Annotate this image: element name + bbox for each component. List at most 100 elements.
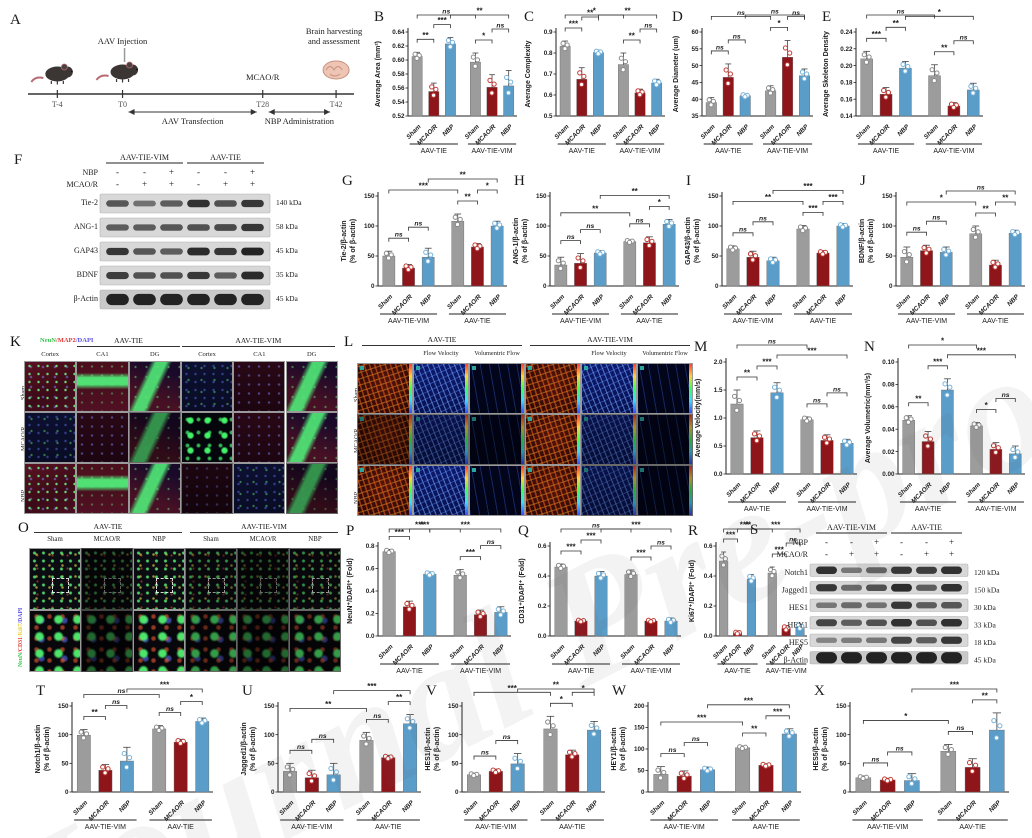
svg-text:150: 150 (634, 725, 645, 732)
svg-text:0.06: 0.06 (882, 404, 895, 411)
x-tick-label: Sham (147, 799, 164, 816)
significance-label: * (778, 19, 782, 28)
micrograph-cell (234, 362, 285, 411)
significance-label: ** (624, 7, 631, 16)
significance-label: ns (960, 34, 968, 41)
bar (758, 765, 774, 793)
bar (173, 741, 188, 793)
svg-text:+: + (169, 167, 174, 177)
condition-label: NBP (792, 538, 808, 547)
bar (623, 241, 637, 287)
blot-group-label: AAV-TIE-VIM (190, 522, 338, 533)
significance-label: ** (941, 43, 948, 52)
svg-text:-: - (197, 167, 200, 177)
panel-n-chart-average-volumetric: N 0.00 0.02 0.04 0.06 0.08 0.10 Average Volumet… (862, 336, 1030, 518)
significance-label: ns (897, 9, 905, 16)
significance-label: ** (396, 693, 403, 702)
svg-text:0: 0 (65, 789, 69, 796)
x-tick-label: NBP (325, 799, 340, 814)
svg-text:0.6: 0.6 (704, 543, 713, 550)
column-label: DG (306, 351, 317, 358)
panel-letter: W (612, 683, 627, 699)
column-label: NBP (152, 536, 166, 543)
kda-label: 58 kDa (276, 222, 299, 231)
micrograph-cell (25, 362, 76, 411)
panel-letter: C (524, 9, 534, 25)
bar (836, 225, 850, 287)
significance-label: ns (118, 688, 126, 695)
svg-text:+: + (924, 549, 929, 559)
significance-label: *** (466, 548, 476, 557)
significance-label: ns (414, 221, 422, 228)
svg-text:+: + (949, 537, 954, 547)
panel-e-chart-skeleton-density: E 0.14 0.16 0.18 0.20 0.22 0.24 Average Skeleto… (820, 6, 988, 160)
svg-text:0.7: 0.7 (544, 71, 553, 78)
x-tick-label: NBP (589, 123, 604, 138)
column-label: Flow Velocity (423, 350, 459, 357)
x-tick-label: Sham (791, 293, 808, 310)
significance-label: *** (773, 707, 783, 716)
significance-label: ** (745, 521, 752, 530)
group-label: AAV-TIE (753, 824, 780, 831)
svg-text:0.2: 0.2 (366, 611, 375, 618)
x-tick-label: MCAO/R (909, 293, 933, 317)
significance-label: ** (629, 32, 636, 41)
svg-text:100: 100 (882, 223, 893, 230)
bar (730, 403, 744, 475)
svg-text:150: 150 (58, 703, 69, 710)
blot-group-label: AAV-TIE (34, 522, 182, 533)
significance-label: * (940, 194, 944, 203)
flow-image-cell (358, 415, 412, 464)
panel-letter: U (242, 683, 253, 699)
svg-text:+: + (142, 179, 147, 189)
protein-label: HES1 (789, 603, 808, 612)
bar (860, 58, 873, 117)
x-tick-label: MCAO/R (88, 799, 112, 823)
significance-label: ns (932, 215, 940, 222)
svg-text:+: + (874, 537, 879, 547)
svg-text:0.58: 0.58 (392, 71, 405, 78)
if-image-cell (82, 611, 132, 671)
bar (816, 252, 830, 287)
column-label: NBP (308, 536, 322, 543)
micrograph-cell (129, 464, 180, 513)
significance-label: ** (91, 708, 98, 717)
group-label: AAV-TIE-VIM (475, 824, 516, 831)
micrograph-cell (129, 362, 180, 411)
protein-label: GAP43 (74, 246, 98, 255)
svg-text:0.08: 0.08 (882, 382, 895, 389)
significance-label: ns (319, 733, 327, 740)
blot-group-label: AAV-TIE (362, 335, 522, 346)
if-image-cell (290, 549, 340, 609)
y-axis-label: (% of β-actin) (620, 727, 627, 771)
svg-text:60: 60 (691, 29, 699, 36)
significance-label: *** (160, 681, 170, 690)
bar (920, 250, 933, 287)
svg-text:-: - (825, 549, 828, 559)
significance-label: ns (496, 23, 504, 30)
x-tick-label: NBP (834, 293, 849, 308)
group-label: AAV-TIE-VIM (906, 318, 947, 325)
panel-letter: H (514, 173, 525, 189)
x-tick-label: MCAO/R (392, 643, 416, 667)
svg-text:-: - (116, 167, 119, 177)
if-image-cell (30, 549, 80, 609)
protein-label: ANG-1 (74, 222, 98, 231)
significance-label: ns (739, 226, 747, 233)
significance-label: *** (631, 521, 641, 530)
kda-label: 45 kDa (276, 246, 299, 255)
flow-image-cell (414, 466, 468, 515)
timeline-span-label: NBP Administration (265, 116, 335, 126)
blot-group-label: AAV-TIE-VIM (827, 523, 876, 532)
group-label: AAV-TIE (559, 824, 586, 831)
svg-text:0: 0 (641, 789, 645, 796)
y-axis-label: NeuN⁺/DAPI⁺ (Fold) (347, 558, 354, 624)
svg-text:-: - (850, 537, 853, 547)
x-tick-label: Sham (731, 799, 748, 816)
significance-label: *** (807, 347, 817, 356)
svg-text:0.18: 0.18 (840, 80, 853, 87)
x-tick-label: NBP (903, 799, 918, 814)
panel-letter: A (10, 12, 21, 28)
x-tick-label: Sham (355, 799, 372, 816)
x-tick-label: NBP (964, 123, 979, 138)
